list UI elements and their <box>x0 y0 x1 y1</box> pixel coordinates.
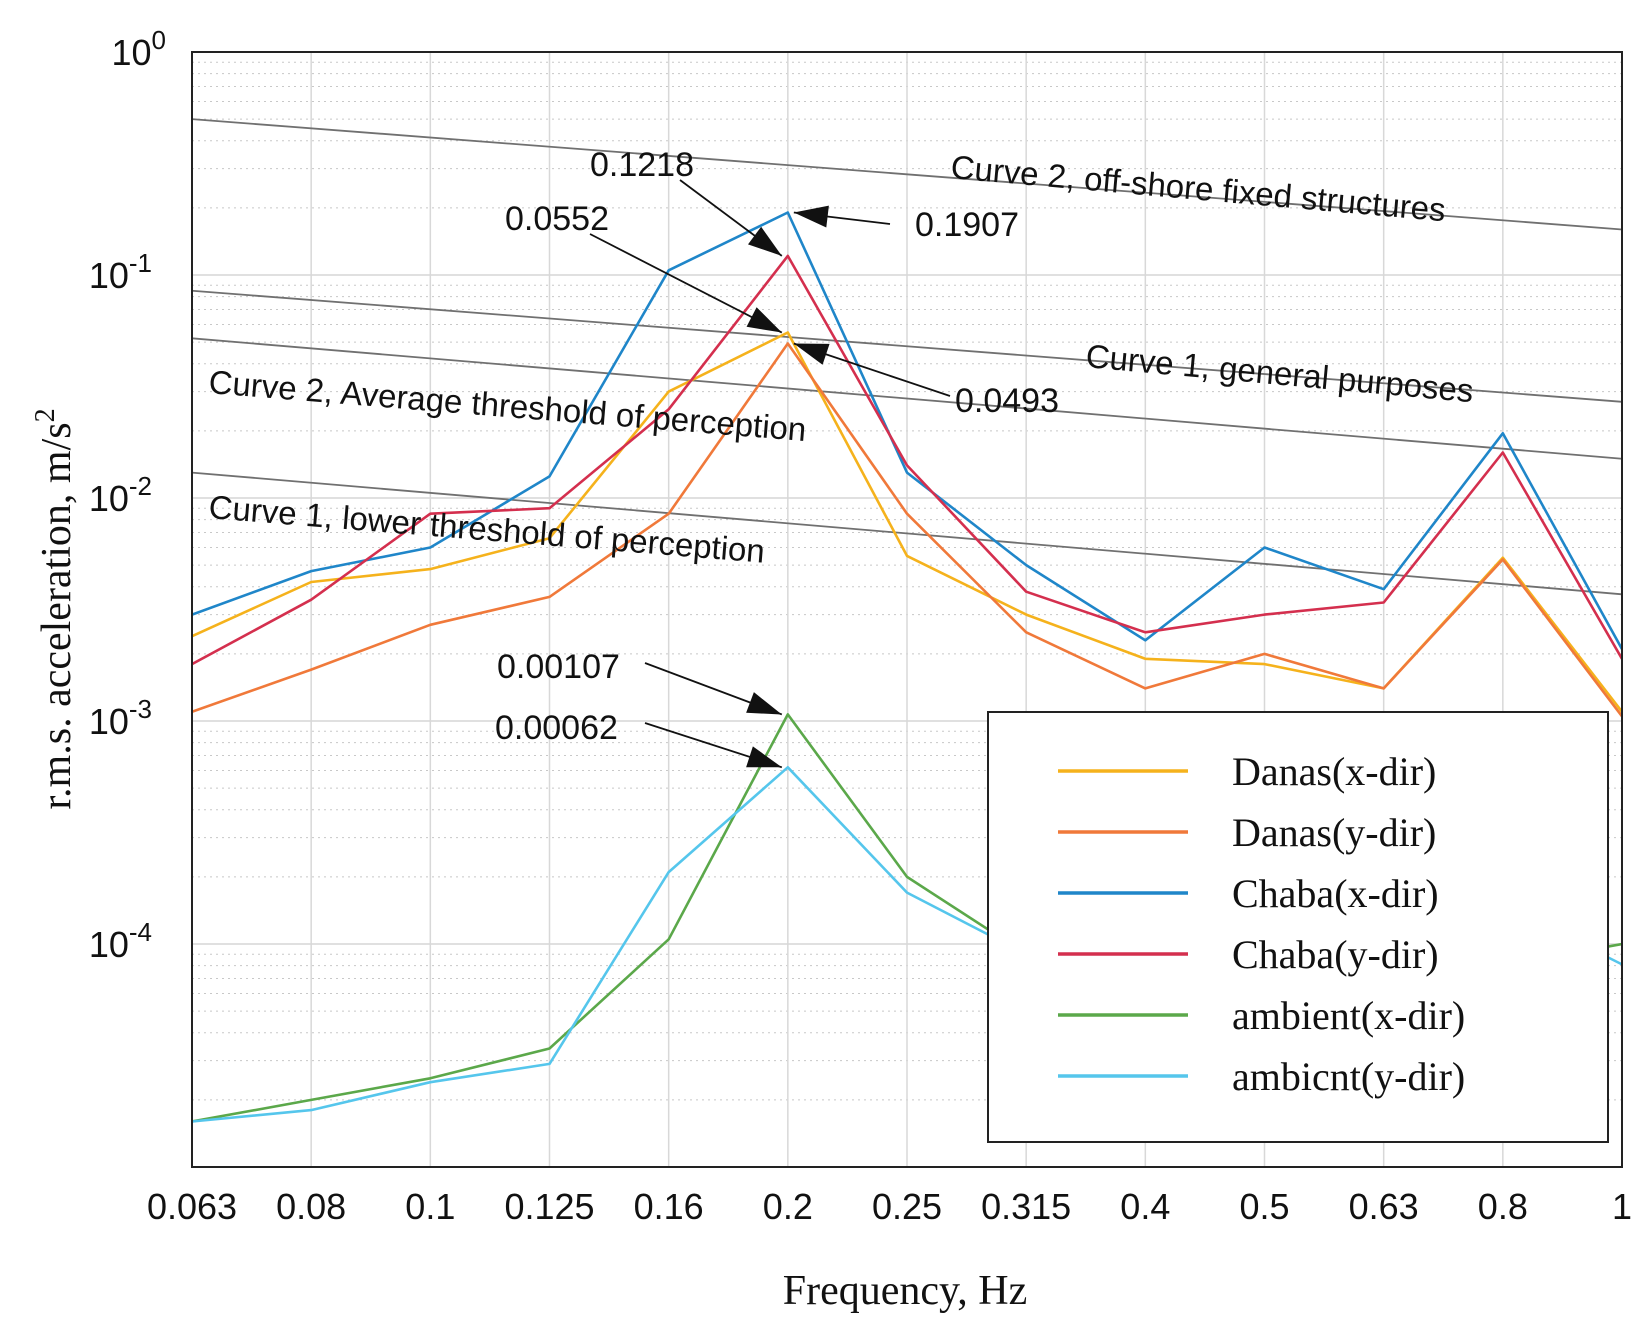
annotation-label: 0.0552 <box>505 200 609 238</box>
y-tick-exponent: -3 <box>129 694 152 724</box>
annotation-label: 0.1907 <box>915 206 1019 244</box>
x-axis-title: Frequency, Hz <box>783 1268 1028 1314</box>
x-tick-label: 1 <box>1612 1186 1632 1227</box>
annotation-arrowhead <box>746 307 782 333</box>
annotation-arrowhead <box>746 692 782 715</box>
annotation-label: 0.00107 <box>497 648 620 686</box>
annotation-arrowhead <box>793 205 829 228</box>
y-tick-base: 10 <box>89 478 129 519</box>
legend-label: Chaba(y-dir) <box>1232 932 1439 977</box>
legend-label: Chaba(x-dir) <box>1232 871 1439 916</box>
annotation-label: 0.00062 <box>495 709 618 747</box>
series-line <box>192 211 1622 650</box>
y-tick-label: 10-1 <box>89 248 152 296</box>
x-tick-label: 0.08 <box>276 1186 346 1227</box>
legend-label: Danas(y-dir) <box>1232 810 1436 855</box>
annotation-label: 0.1218 <box>590 146 694 184</box>
reference-curve-line <box>192 471 1622 596</box>
x-tick-label: 0.8 <box>1478 1186 1528 1227</box>
y-tick-base: 10 <box>111 32 151 73</box>
y-tick-label: 10-3 <box>89 694 152 742</box>
x-tick-label: 0.063 <box>147 1186 237 1227</box>
y-axis-title-superscript: 2 <box>30 408 61 422</box>
x-tick-labels: 0.063 0.08 0.1 0.125 0.16 0.2 0.25 0.315 0.4 0.5 0… <box>147 1186 1632 1227</box>
annotation-arrowhead <box>747 226 782 256</box>
y-tick-label: 10-4 <box>89 917 152 965</box>
y-axis-title: r.m.s. acceleration, m/s2 <box>30 408 80 809</box>
x-tick-label: 0.63 <box>1349 1186 1419 1227</box>
reference-curve-line <box>192 337 1622 460</box>
x-tick-label: 0.1 <box>405 1186 455 1227</box>
x-tick-label: 0.16 <box>634 1186 704 1227</box>
y-tick-exponent: -1 <box>129 248 152 278</box>
x-tick-label: 0.25 <box>872 1186 942 1227</box>
reference-curves <box>192 118 1622 596</box>
series-line <box>192 254 1622 666</box>
x-tick-label: 0.125 <box>504 1186 594 1227</box>
annotations: 0.1218 0.0552 0.1907 0.0493 0.00107 0.00062 <box>495 146 1059 769</box>
series-line <box>192 342 1622 718</box>
legend-box <box>987 711 1609 1143</box>
y-tick-base: 10 <box>89 924 129 965</box>
y-tick-base: 10 <box>89 701 129 742</box>
y-tick-exponent: 0 <box>152 25 166 55</box>
y-tick-exponent: -4 <box>129 917 152 947</box>
y-axis-title-text: r.m.s. acceleration, m/s <box>34 422 80 809</box>
annotation-arrow-line <box>589 233 783 334</box>
x-tick-label: 0.2 <box>763 1186 813 1227</box>
legend-label: ambient(x-dir) <box>1232 993 1465 1038</box>
x-tick-label: 0.315 <box>981 1186 1071 1227</box>
plot-frame <box>191 51 1623 1168</box>
annotation-label: 0.0493 <box>955 382 1059 420</box>
x-tick-label: 0.5 <box>1239 1186 1289 1227</box>
reference-curve-line <box>192 118 1622 231</box>
legend-label: Danas(x-dir) <box>1232 749 1436 794</box>
y-tick-label: 10-2 <box>89 471 152 519</box>
reference-curve-line <box>192 289 1622 403</box>
x-tick-label: 0.4 <box>1120 1186 1170 1227</box>
y-tick-exponent: -2 <box>129 471 152 501</box>
legend: Danas(x-dir) Danas(y-dir) Chaba(x-dir) Chab… <box>987 711 1609 1143</box>
annotation-arrowhead <box>746 746 782 768</box>
legend-label: ambicnt(y-dir) <box>1232 1054 1465 1099</box>
y-tick-base: 10 <box>89 255 129 296</box>
annotation-arrowhead <box>793 343 830 365</box>
y-tick-label: 100 <box>111 25 166 73</box>
